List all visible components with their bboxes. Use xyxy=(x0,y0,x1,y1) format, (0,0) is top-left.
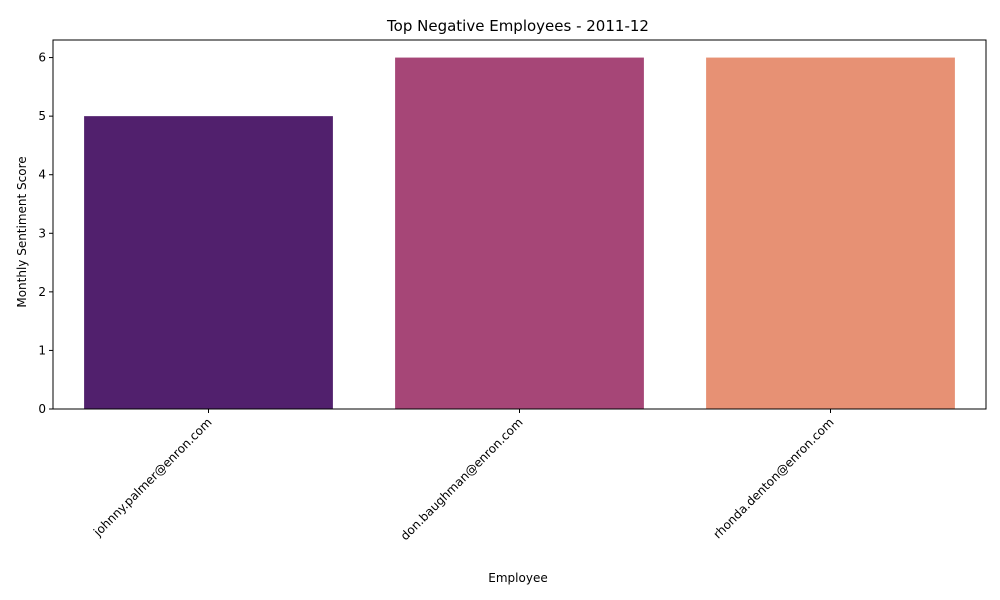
x-tick-label: johnny.palmer@enron.com xyxy=(90,415,214,539)
plot-frame xyxy=(52,39,987,410)
y-tick-label: 6 xyxy=(38,51,46,65)
x-tick-label: rhonda.denton@enron.com xyxy=(710,415,836,541)
x-axis-label: Employee xyxy=(488,571,547,585)
chart-title: Top Negative Employees - 2011-12 xyxy=(386,17,649,35)
y-tick-label: 4 xyxy=(38,168,46,182)
y-tick-label: 1 xyxy=(38,343,46,357)
y-tick-label: 2 xyxy=(38,285,46,299)
y-tick-label: 0 xyxy=(38,402,46,416)
y-tick-label: 3 xyxy=(38,226,46,240)
x-axis: johnny.palmer@enron.com don.baughman@enro… xyxy=(90,409,837,543)
bars-group xyxy=(84,57,955,410)
bar-1 xyxy=(84,116,333,410)
y-tick-label: 5 xyxy=(38,109,46,123)
bar-2 xyxy=(395,57,644,409)
bar-3 xyxy=(706,57,955,409)
x-tick-label: don.baughman@enron.com xyxy=(398,415,526,543)
y-axis: 0 1 2 3 4 5 6 xyxy=(38,51,53,416)
y-axis-label: Monthly Sentiment Score xyxy=(15,156,29,307)
